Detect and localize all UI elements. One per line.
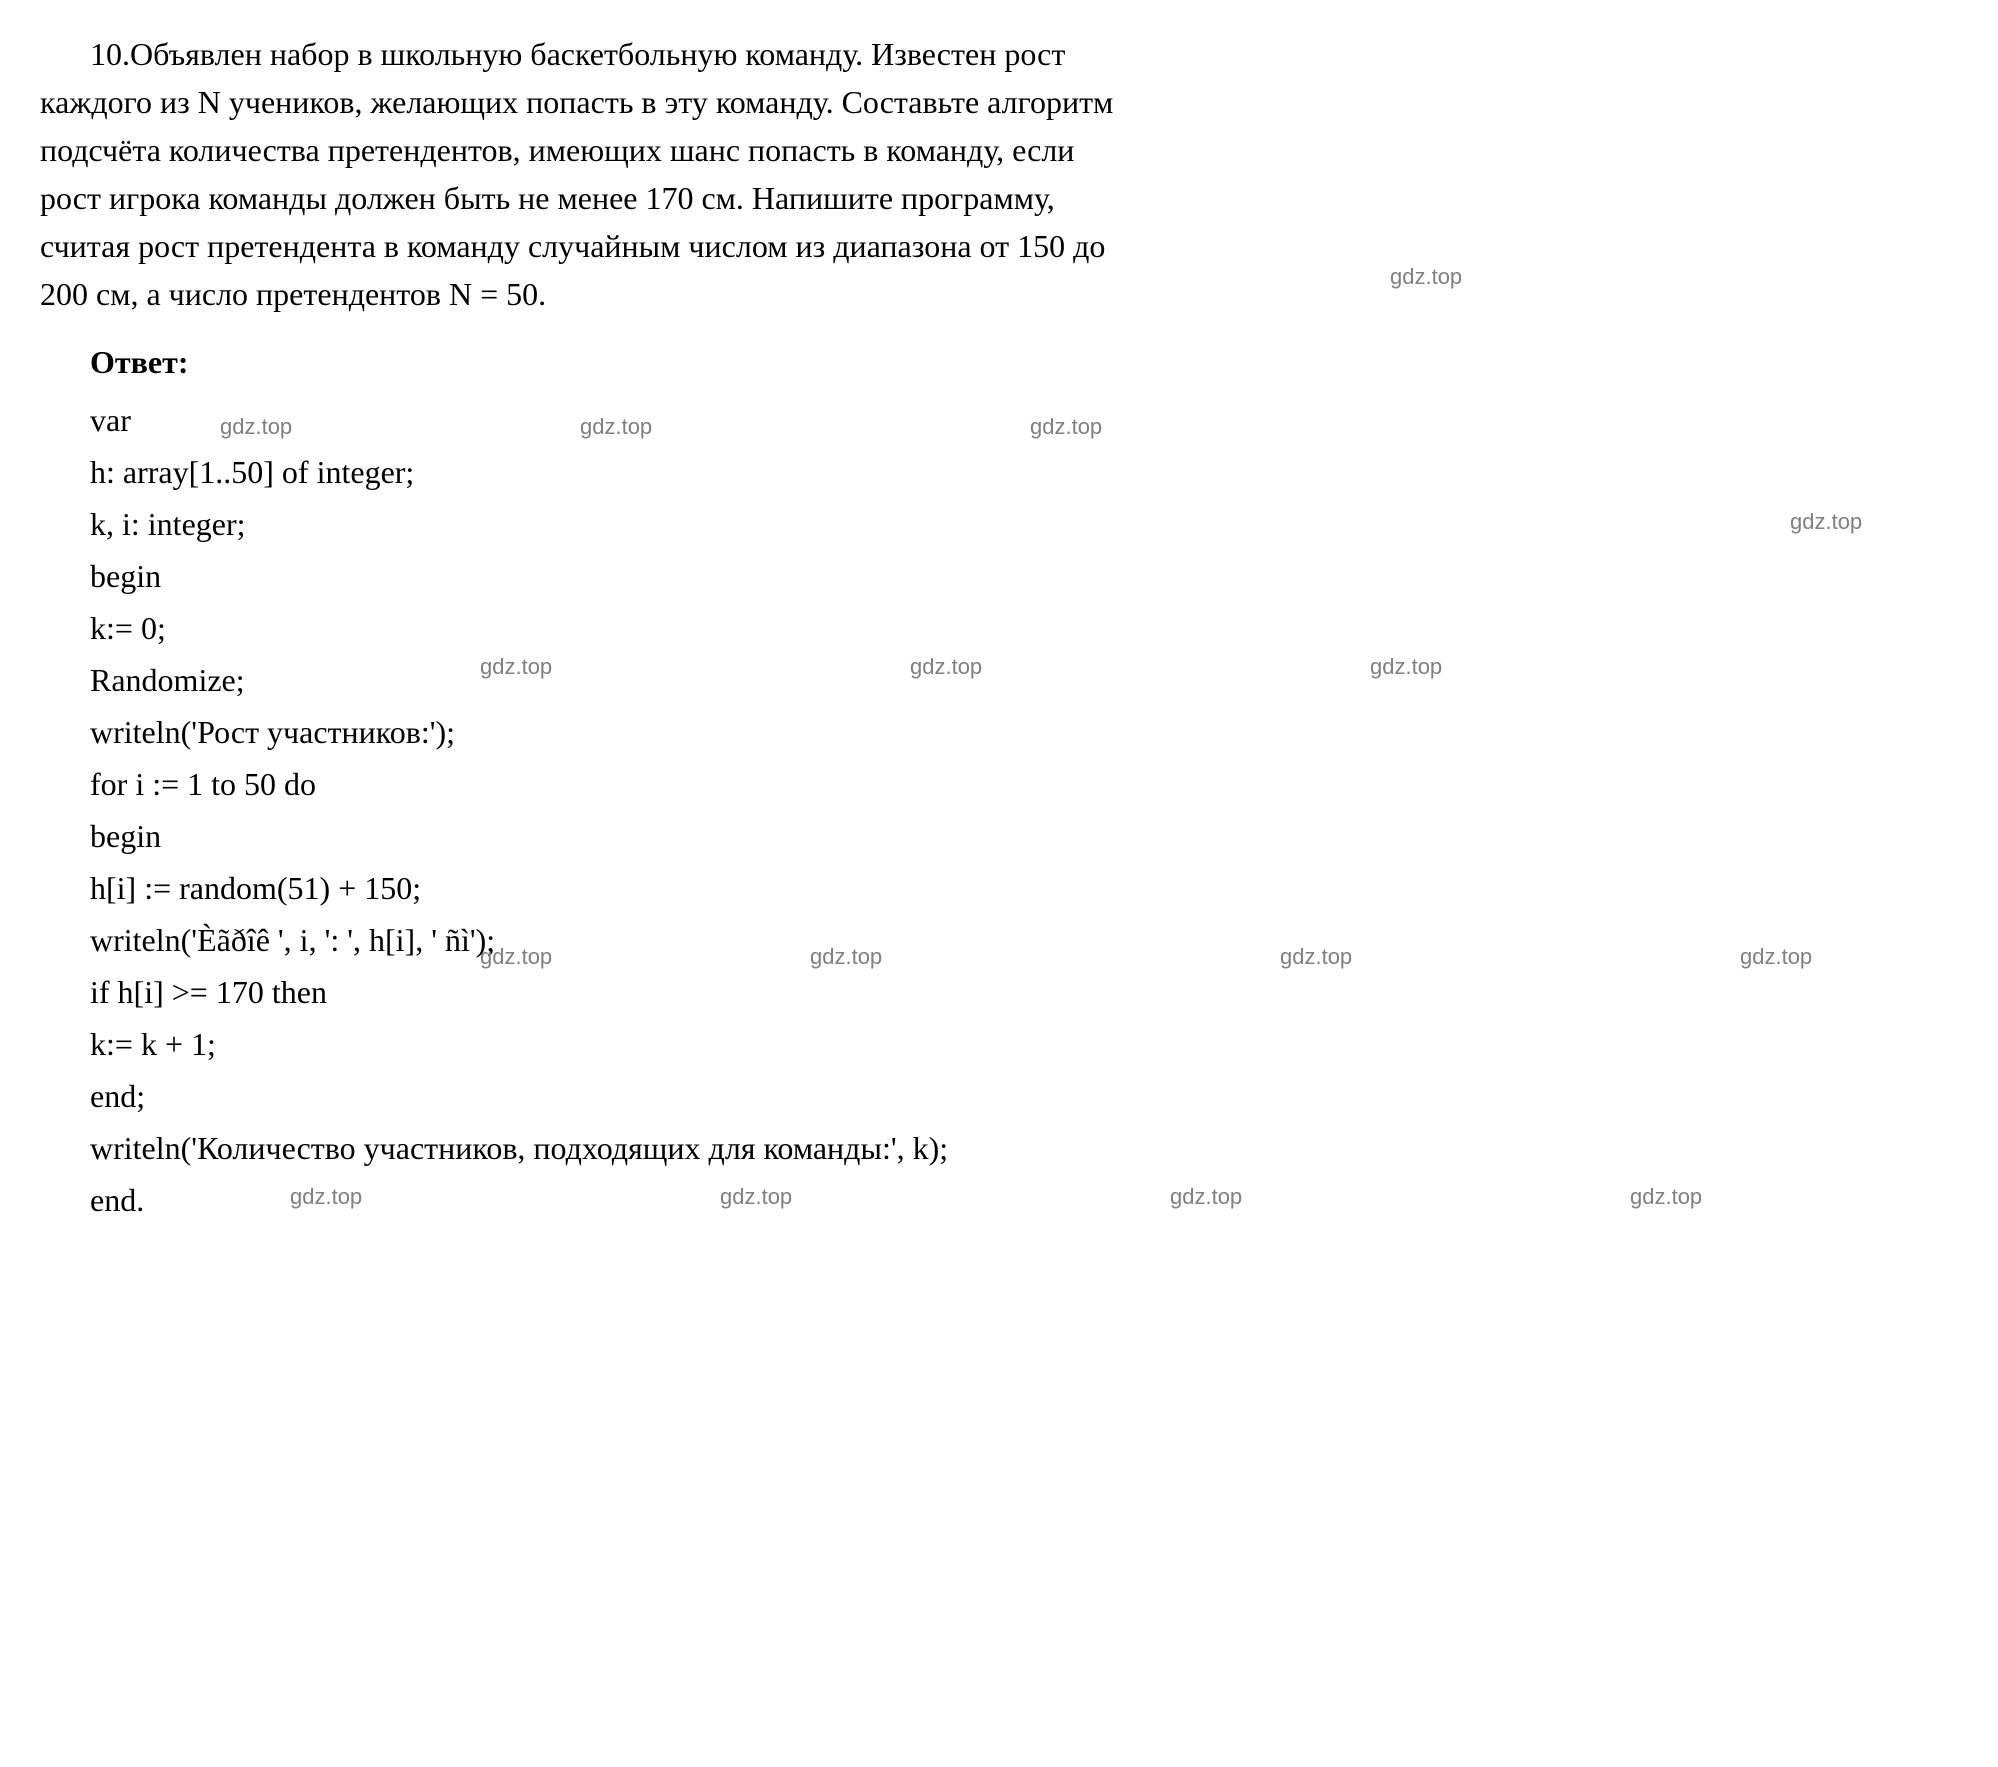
problem-line-1: 10.Объявлен набор в школьную баскетбольн… [40, 30, 1958, 78]
code-line: k:= k + 1; [40, 1020, 1958, 1068]
code-line: writeln('Èãðîê ', i, ': ', h[i], ' ñì'); [40, 916, 1958, 964]
code-line: h: array[1..50] of integer; [40, 448, 1958, 496]
code-line: var [40, 396, 1958, 444]
code-line: end. [40, 1176, 1958, 1224]
code-line: k:= 0; [40, 604, 1958, 652]
code-line: end; [40, 1072, 1958, 1120]
problem-statement: 10.Объявлен набор в школьную баскетбольн… [40, 30, 1958, 318]
answer-label: Ответ: [40, 338, 1958, 386]
code-line: Randomize; [40, 656, 1958, 704]
document-content: 10.Объявлен набор в школьную баскетбольн… [40, 30, 1958, 1224]
code-line: begin [40, 812, 1958, 860]
problem-line-2: каждого из N учеников, желающих попасть … [40, 78, 1958, 126]
problem-line-6: 200 см, а число претендентов N = 50. [40, 270, 1958, 318]
code-block: var h: array[1..50] of integer; k, i: in… [40, 396, 1958, 1224]
problem-line-3: подсчёта количества претендентов, имеющи… [40, 126, 1958, 174]
code-line: if h[i] >= 170 then [40, 968, 1958, 1016]
problem-line-5: считая рост претендента в команду случай… [40, 222, 1958, 270]
code-line: writeln('Количество участников, подходящ… [40, 1124, 1958, 1172]
code-line: begin [40, 552, 1958, 600]
code-line: writeln('Рост участников:'); [40, 708, 1958, 756]
problem-line-4: рост игрока команды должен быть не менее… [40, 174, 1958, 222]
code-line: k, i: integer; [40, 500, 1958, 548]
code-line: h[i] := random(51) + 150; [40, 864, 1958, 912]
code-line: for i := 1 to 50 do [40, 760, 1958, 808]
